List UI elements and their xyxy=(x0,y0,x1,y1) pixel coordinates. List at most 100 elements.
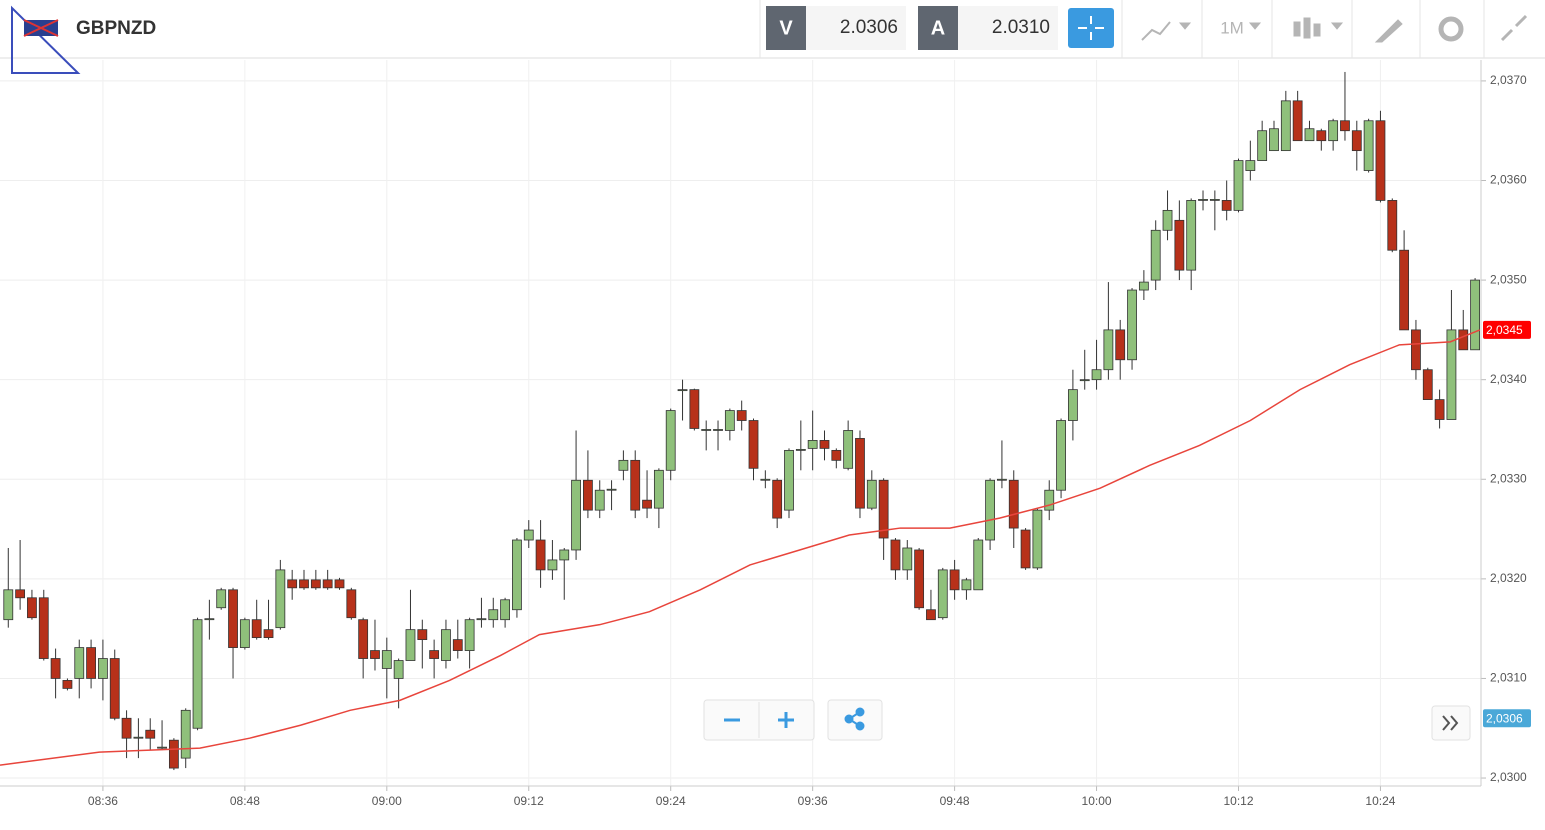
candle-body xyxy=(180,709,191,759)
candle-body xyxy=(665,410,676,471)
candle-body xyxy=(559,549,570,561)
candle-body xyxy=(251,619,262,639)
candle-body xyxy=(358,619,369,659)
candle-body xyxy=(701,429,712,431)
scroll-right-button[interactable] xyxy=(1431,705,1471,741)
candle-body xyxy=(1422,369,1433,400)
candle-body xyxy=(843,430,854,469)
x-tick-label: 10:00 xyxy=(1082,794,1112,808)
candle-body xyxy=(1186,200,1197,271)
candle-body xyxy=(133,736,144,739)
candle-body xyxy=(488,609,499,621)
candle-body xyxy=(855,438,865,509)
candle-body xyxy=(819,440,830,449)
candle-body xyxy=(689,389,700,429)
candle-body xyxy=(1269,128,1279,152)
timeframe[interactable]: 1M xyxy=(1220,18,1244,37)
candle-body xyxy=(760,478,771,481)
candle-body xyxy=(523,529,534,541)
share-button[interactable] xyxy=(827,699,883,741)
candles-icon xyxy=(1313,23,1321,37)
candle-body xyxy=(1375,120,1386,201)
buy-price-box[interactable] xyxy=(958,6,1058,50)
candle-body xyxy=(1221,200,1232,211)
candle-body xyxy=(902,547,913,571)
settings-icon[interactable] xyxy=(1438,16,1464,42)
candle-body xyxy=(1387,200,1398,251)
candle-body xyxy=(216,589,227,609)
collapse-icon[interactable] xyxy=(1500,28,1514,42)
buy-button[interactable] xyxy=(918,6,958,50)
x-tick-label: 10:12 xyxy=(1223,794,1253,808)
caret xyxy=(1330,22,1344,30)
toolbar-separators xyxy=(759,0,1485,58)
x-tick-label: 10:24 xyxy=(1365,794,1395,808)
candle-body xyxy=(168,739,179,769)
candle-body xyxy=(464,619,475,651)
x-tick-label: 08:36 xyxy=(88,794,118,808)
sell-price-box[interactable] xyxy=(806,6,906,50)
candle-body xyxy=(310,579,321,589)
candle-body xyxy=(393,660,404,679)
buy-label: A xyxy=(931,17,945,39)
candle-body xyxy=(1079,379,1090,382)
candle-body xyxy=(547,559,558,571)
toolbar-icons xyxy=(1141,14,1528,43)
candle-body xyxy=(926,609,936,621)
buy-price: 2.0310 xyxy=(992,17,1050,38)
scroll-icon xyxy=(1442,715,1451,731)
candle-body xyxy=(322,579,333,589)
candle-body xyxy=(677,389,688,392)
candle-body xyxy=(961,579,972,591)
candle-body xyxy=(878,479,889,539)
price-label: 2,0306 xyxy=(1486,711,1523,725)
candle-body xyxy=(228,589,238,648)
y-tick-label: 2,0330 xyxy=(1490,471,1527,485)
candle-body xyxy=(263,629,274,639)
candle-body xyxy=(346,589,357,619)
candle-body xyxy=(1056,420,1066,491)
candle-body xyxy=(985,479,995,541)
price-label-box xyxy=(1483,320,1531,339)
candle-body xyxy=(452,639,463,651)
candle-body xyxy=(1280,100,1291,152)
candle-body xyxy=(606,488,617,491)
candle-body xyxy=(1209,199,1220,201)
price-label-box xyxy=(1483,709,1531,728)
x-tick-label: 09:48 xyxy=(940,794,970,808)
price-label: 2,0345 xyxy=(1486,323,1523,337)
candles-icon[interactable] xyxy=(1293,21,1301,37)
moving-average xyxy=(0,329,1481,766)
candle-body xyxy=(121,717,132,739)
y-tick-label: 2,0370 xyxy=(1490,73,1527,87)
candle-body xyxy=(1067,389,1078,421)
sell-button[interactable] xyxy=(766,6,806,50)
candle-body xyxy=(192,619,203,729)
candle-body xyxy=(405,629,416,661)
chart-type-icon[interactable] xyxy=(1141,21,1171,41)
candle-body xyxy=(204,618,215,621)
candle-body xyxy=(1198,199,1208,201)
candle-body xyxy=(1233,160,1244,211)
candle-body xyxy=(1446,329,1457,420)
candle-body xyxy=(1292,100,1303,142)
candle-body xyxy=(866,479,877,509)
candle-body xyxy=(807,440,818,449)
candle-body xyxy=(38,597,49,659)
candle-body xyxy=(1328,120,1339,142)
candle-body xyxy=(334,579,345,589)
y-tick-label: 2,0310 xyxy=(1490,671,1527,685)
sell-price: 2.0306 xyxy=(840,17,898,38)
candle-body xyxy=(1103,329,1114,371)
candle-body xyxy=(275,569,286,629)
candle-body xyxy=(1127,289,1137,361)
candle-body xyxy=(1174,219,1185,271)
candle-body xyxy=(1257,130,1268,161)
candle-body xyxy=(535,539,546,571)
candle-body xyxy=(98,658,108,679)
draw-icon[interactable] xyxy=(1374,19,1403,43)
candle-body xyxy=(724,410,735,431)
candle-body xyxy=(1162,209,1173,231)
crosshair-button[interactable] xyxy=(1068,8,1114,48)
